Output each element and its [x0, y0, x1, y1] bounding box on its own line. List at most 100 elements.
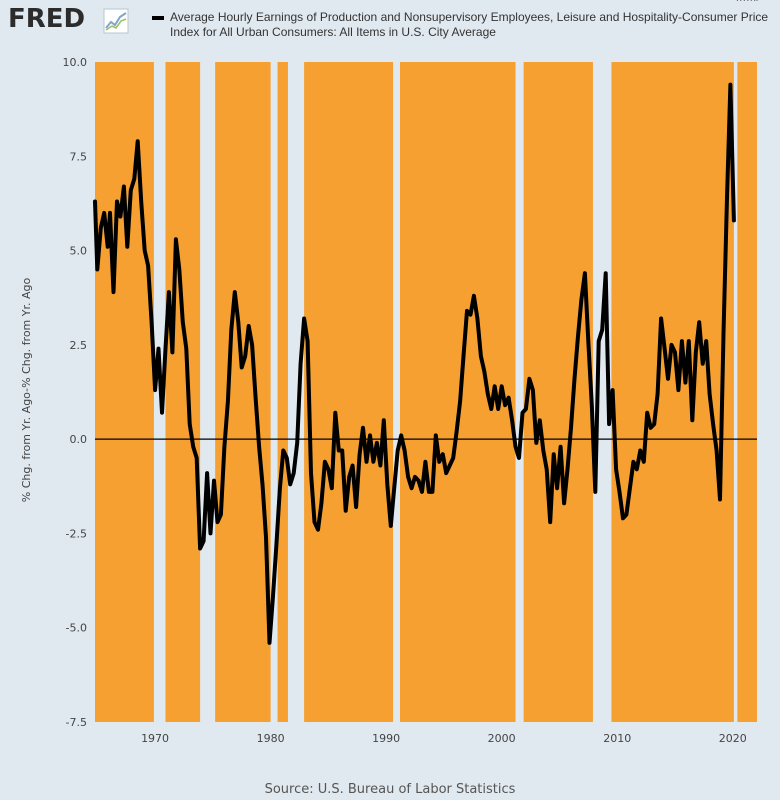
data-point	[608, 423, 610, 425]
data-point	[532, 389, 534, 391]
data-point	[566, 468, 569, 470]
data-point	[255, 397, 257, 399]
data-point	[435, 434, 437, 436]
data-point	[504, 404, 506, 406]
data-point	[556, 487, 558, 489]
data-point	[494, 385, 496, 387]
data-point	[372, 461, 374, 463]
data-point	[338, 449, 340, 452]
y-tick-label: 0.0	[70, 433, 88, 446]
data-point	[348, 476, 350, 478]
data-point	[431, 491, 433, 493]
recession-band-5	[515, 62, 524, 722]
data-point	[345, 510, 347, 512]
data-point	[657, 393, 659, 395]
data-point	[216, 521, 219, 523]
data-point	[501, 385, 503, 387]
recession-band-4	[393, 62, 401, 722]
y-axis-label: % Chg. from Yr. Ago-% Chg. from Yr. Ago	[20, 278, 33, 503]
data-point	[653, 423, 655, 425]
data-point	[698, 321, 700, 323]
data-point	[369, 434, 371, 436]
data-point	[116, 200, 118, 203]
data-point	[591, 404, 593, 406]
data-point	[605, 272, 607, 274]
recession-band-1	[200, 62, 216, 722]
data-point	[598, 340, 600, 342]
data-point	[331, 487, 333, 489]
recession-band-6	[592, 62, 612, 722]
data-point	[438, 461, 440, 463]
data-point	[393, 487, 395, 489]
data-point	[702, 363, 704, 365]
data-point	[456, 431, 458, 433]
data-point	[643, 461, 645, 463]
data-point	[528, 378, 531, 380]
data-point	[220, 514, 222, 516]
series-points	[94, 0, 758, 644]
data-point	[404, 449, 406, 452]
data-point	[279, 487, 281, 489]
data-point	[684, 382, 687, 384]
data-point	[213, 480, 215, 482]
data-point	[726, 197, 728, 199]
data-point	[320, 502, 322, 504]
data-point	[539, 419, 541, 421]
data-point	[359, 453, 361, 455]
data-point	[733, 219, 735, 221]
data-point	[355, 506, 357, 508]
data-point	[577, 336, 579, 338]
fred-logo: FRED	[8, 4, 138, 38]
data-point	[709, 393, 711, 395]
data-point	[646, 412, 648, 414]
y-tick-label: 2.5	[70, 339, 88, 352]
data-point	[691, 419, 693, 421]
chart-legend: Average Hourly Earnings of Production an…	[152, 10, 772, 40]
data-point	[310, 472, 312, 474]
data-point	[747, 0, 749, 1]
data-point	[137, 140, 139, 142]
data-point	[705, 340, 707, 342]
data-point	[473, 295, 475, 297]
data-point	[161, 412, 163, 414]
data-point	[629, 487, 631, 489]
data-point	[397, 449, 399, 452]
data-point	[293, 472, 295, 474]
y-tick-label: 5.0	[70, 245, 88, 258]
data-point	[327, 468, 329, 470]
data-point	[677, 389, 680, 391]
data-point	[379, 464, 381, 467]
data-point	[428, 491, 430, 493]
data-point	[362, 427, 364, 429]
data-point	[594, 491, 596, 493]
data-point	[421, 491, 423, 493]
y-tick-label: -7.5	[66, 716, 87, 729]
data-point	[313, 521, 316, 523]
data-point	[442, 453, 444, 455]
data-point	[151, 321, 153, 323]
y-tick-label: 10.0	[63, 56, 88, 69]
recession-band-2	[270, 62, 278, 722]
data-point	[223, 446, 225, 448]
y-axis-tick-labels: 10.0 7.5 5.0 2.5 0.0 -2.5 -5.0 -7.5	[63, 56, 88, 729]
data-point	[618, 491, 621, 493]
data-point	[258, 446, 260, 448]
fred-logo-text: FRED	[8, 4, 86, 34]
x-tick-label: 2020	[719, 732, 747, 745]
data-point	[248, 325, 250, 327]
data-point	[601, 329, 603, 331]
data-point	[126, 246, 128, 248]
data-point	[154, 389, 156, 391]
data-point	[518, 457, 520, 459]
data-point	[722, 332, 725, 335]
data-point	[275, 544, 277, 546]
data-point	[119, 216, 121, 218]
data-point	[400, 434, 402, 436]
data-point	[483, 370, 485, 372]
data-point	[272, 596, 274, 599]
data-point	[147, 265, 149, 267]
data-point	[286, 457, 288, 459]
data-point	[514, 446, 517, 448]
data-point	[497, 408, 499, 410]
